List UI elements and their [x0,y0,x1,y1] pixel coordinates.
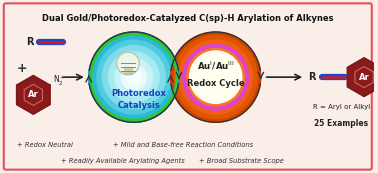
Circle shape [190,51,242,103]
Circle shape [174,36,257,119]
Text: Photoredox: Photoredox [112,89,166,98]
Text: R: R [308,72,316,82]
Circle shape [189,51,242,103]
Circle shape [127,70,141,84]
Text: Dual Gold/Photoredox-Catalyzed C(sp)-H Arylation of Alkynes: Dual Gold/Photoredox-Catalyzed C(sp)-H A… [42,14,333,23]
Circle shape [102,45,166,109]
Circle shape [115,58,153,96]
FancyBboxPatch shape [124,68,132,74]
Circle shape [89,32,179,122]
Text: Catalysis: Catalysis [118,101,160,110]
Circle shape [196,57,235,97]
Text: Redox Cycle: Redox Cycle [187,79,245,88]
Text: +: + [16,62,27,75]
Circle shape [207,68,225,86]
Text: Au$^{\mathsf{I}}$/Au$^{\mathsf{III}}$: Au$^{\mathsf{I}}$/Au$^{\mathsf{III}}$ [197,59,235,71]
Polygon shape [17,76,50,114]
Text: R = Aryl or Alkyl: R = Aryl or Alkyl [313,104,370,110]
Circle shape [211,73,220,82]
Text: + Redox Neutral: + Redox Neutral [17,142,73,148]
Circle shape [191,52,240,102]
Text: R: R [26,37,33,47]
Circle shape [97,40,171,114]
Circle shape [184,45,247,109]
Circle shape [92,36,175,119]
Text: + Mild and Base-free Reaction Conditions: + Mild and Base-free Reaction Conditions [113,142,254,148]
Circle shape [121,65,147,90]
Text: + Readily Available Arylating Agents: + Readily Available Arylating Agents [61,157,185,164]
Circle shape [201,63,230,92]
Circle shape [179,40,253,114]
Text: Ar: Ar [359,73,369,82]
Text: Ar: Ar [28,90,39,99]
Circle shape [108,52,159,102]
Text: 25 Examples: 25 Examples [314,119,369,128]
Text: + Broad Substrate Scope: + Broad Substrate Scope [199,157,284,164]
Circle shape [117,52,139,75]
Text: $\mathsf{N_2^+}$: $\mathsf{N_2^+}$ [53,74,66,88]
Circle shape [170,32,261,122]
Polygon shape [347,58,378,96]
